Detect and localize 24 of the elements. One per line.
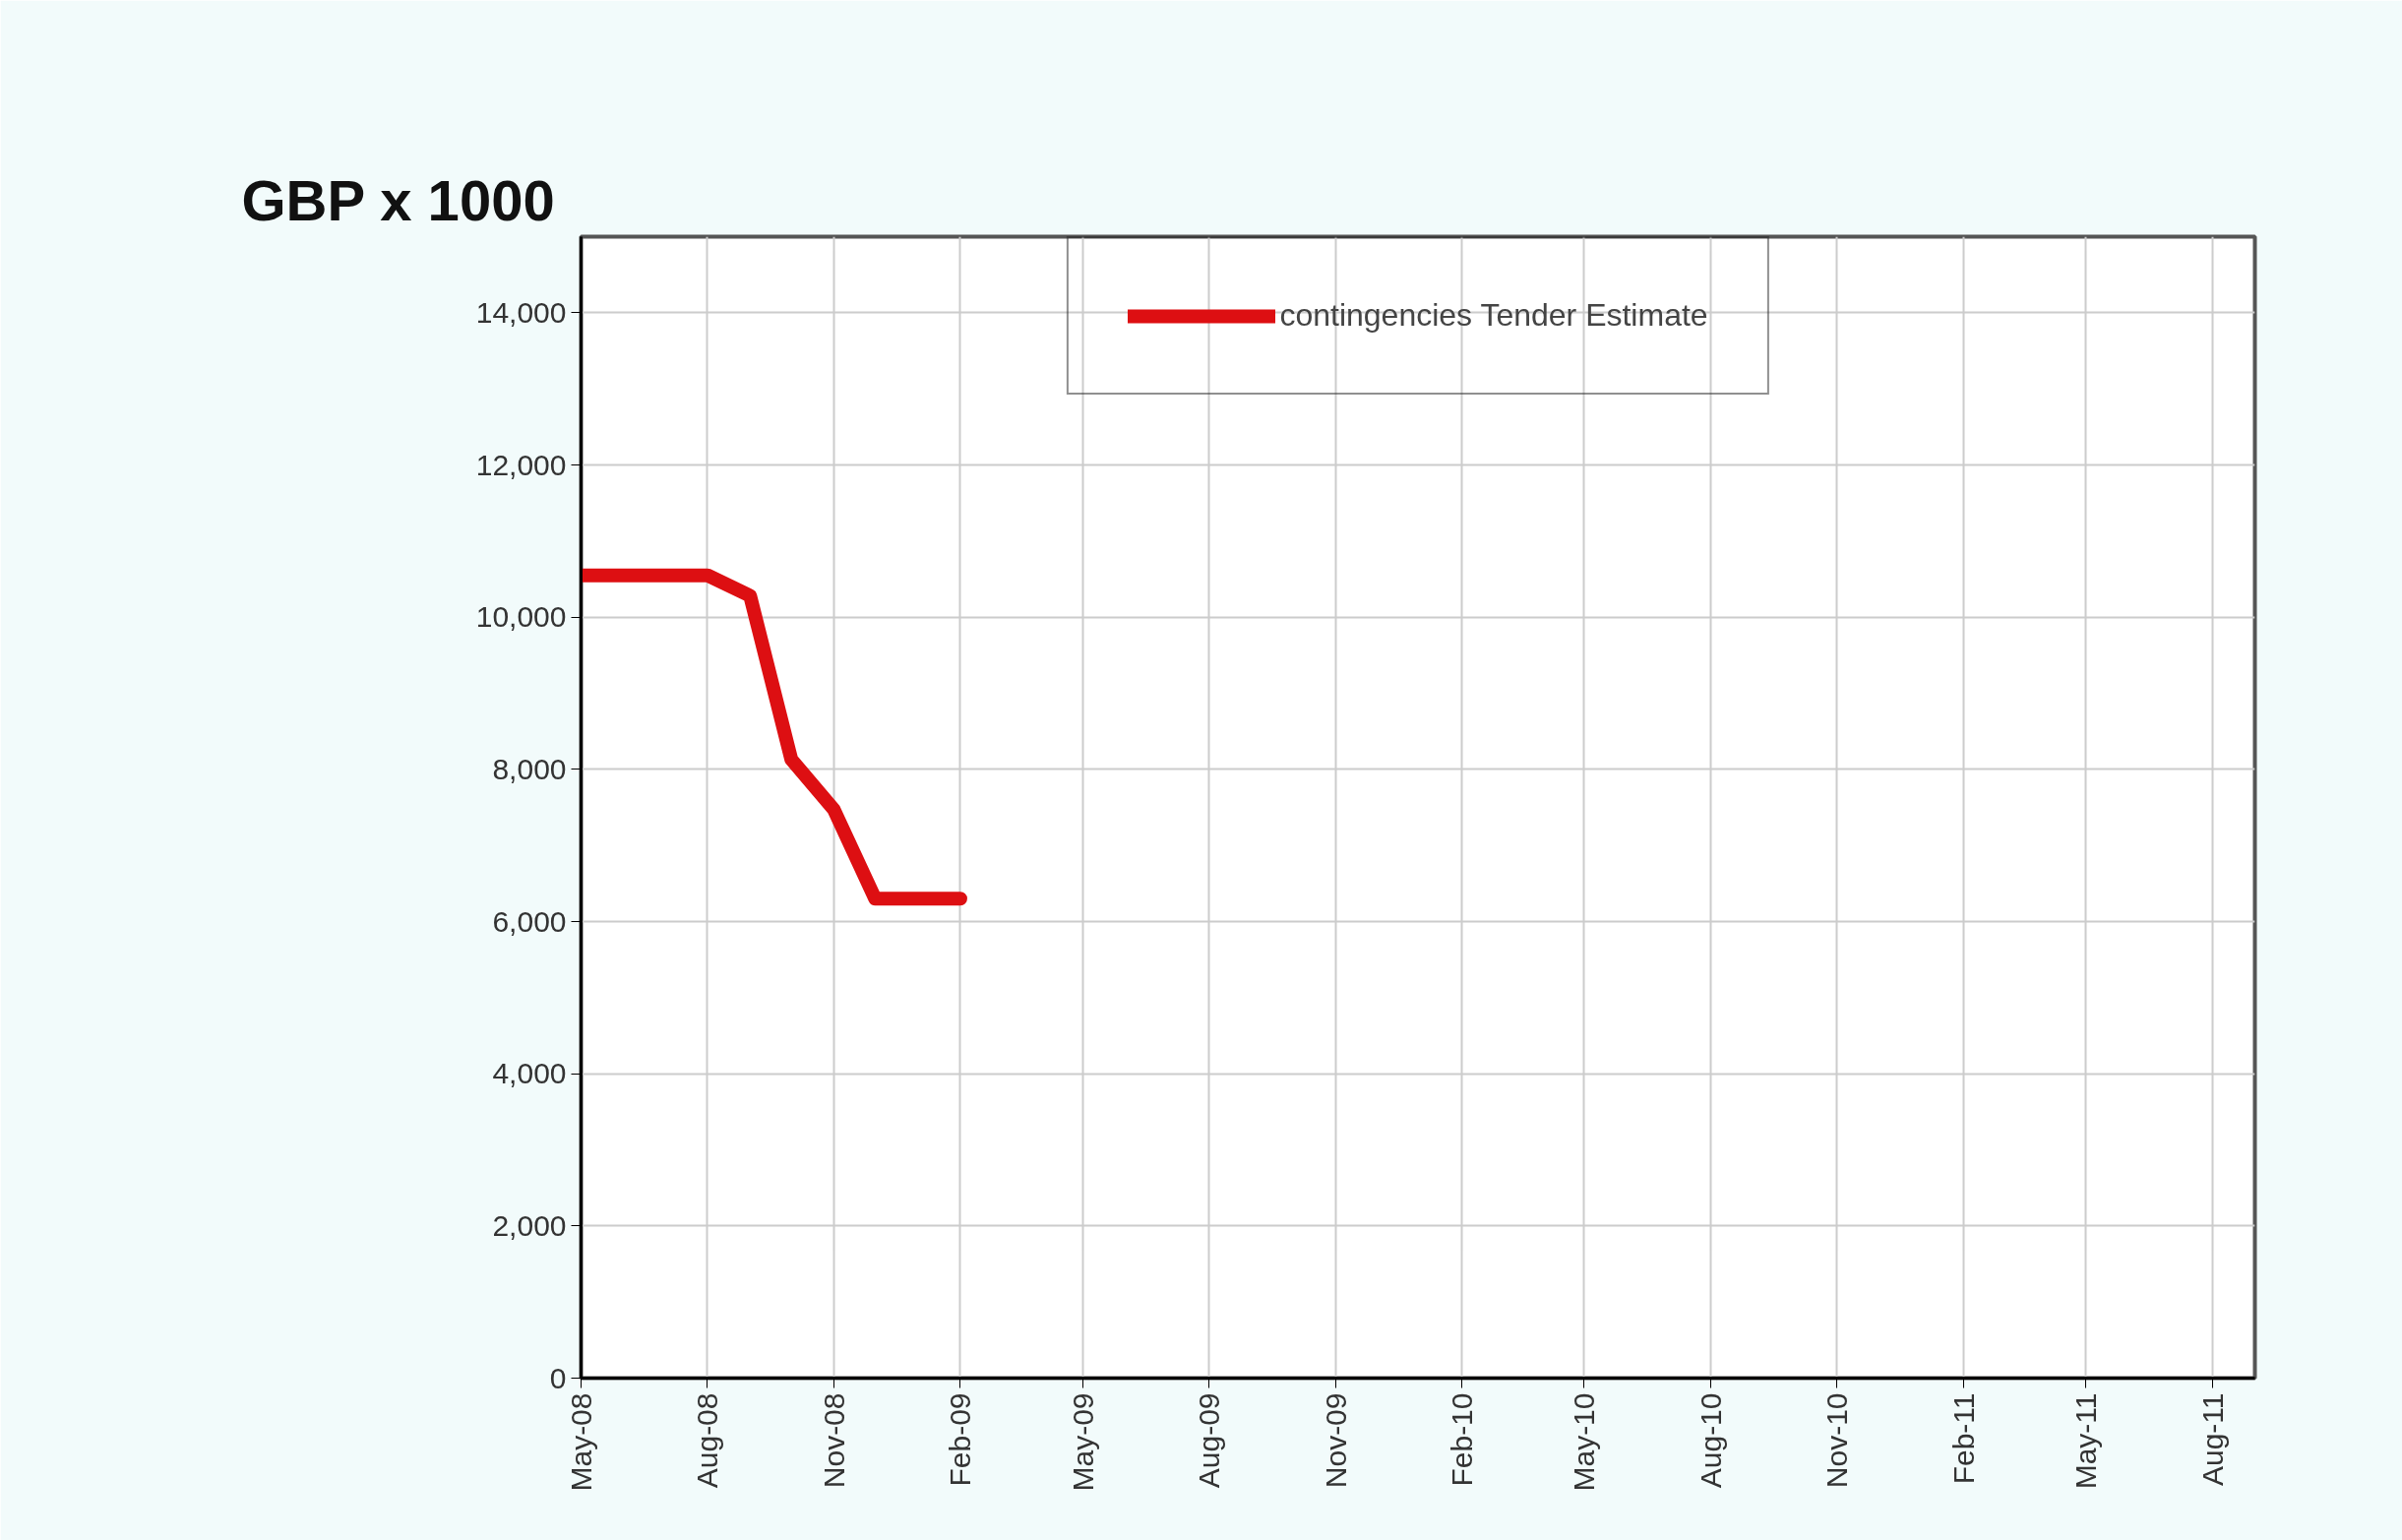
y-tick-label: 8,000 — [492, 752, 567, 785]
y-tick-label: 2,000 — [492, 1208, 567, 1242]
x-tick-label: Feb-10 — [1446, 1392, 1479, 1487]
x-tick-label: Feb-11 — [1946, 1392, 1980, 1485]
y-tick-label: 12,000 — [475, 448, 567, 481]
legend-label: contingencies Tender Estimate — [1279, 297, 1708, 334]
x-tick-label: Aug-10 — [1694, 1392, 1727, 1489]
y-tick-label: 0 — [549, 1361, 567, 1394]
x-tick-label: May-09 — [1066, 1392, 1099, 1492]
x-tick-label: Aug-08 — [691, 1392, 724, 1489]
x-tick-label: May-10 — [1568, 1392, 1601, 1492]
y-tick-label: 6,000 — [492, 904, 567, 938]
y-tick-label: 4,000 — [492, 1057, 567, 1090]
x-tick-label: Nov-09 — [1319, 1392, 1352, 1489]
x-tick-label: Nov-10 — [1820, 1392, 1854, 1489]
x-tick-label: Nov-08 — [817, 1392, 850, 1489]
y-tick-label: 14,000 — [475, 295, 567, 329]
x-tick-label: May-11 — [2069, 1392, 2103, 1490]
x-tick-label: May-08 — [565, 1392, 597, 1492]
x-tick-label: Aug-11 — [2195, 1392, 2229, 1487]
x-tick-label: Feb-09 — [944, 1392, 977, 1487]
y-axis-title: GBP x 1000 — [241, 167, 555, 232]
y-tick-label: 10,000 — [475, 600, 567, 634]
x-tick-label: Aug-09 — [1193, 1392, 1226, 1489]
